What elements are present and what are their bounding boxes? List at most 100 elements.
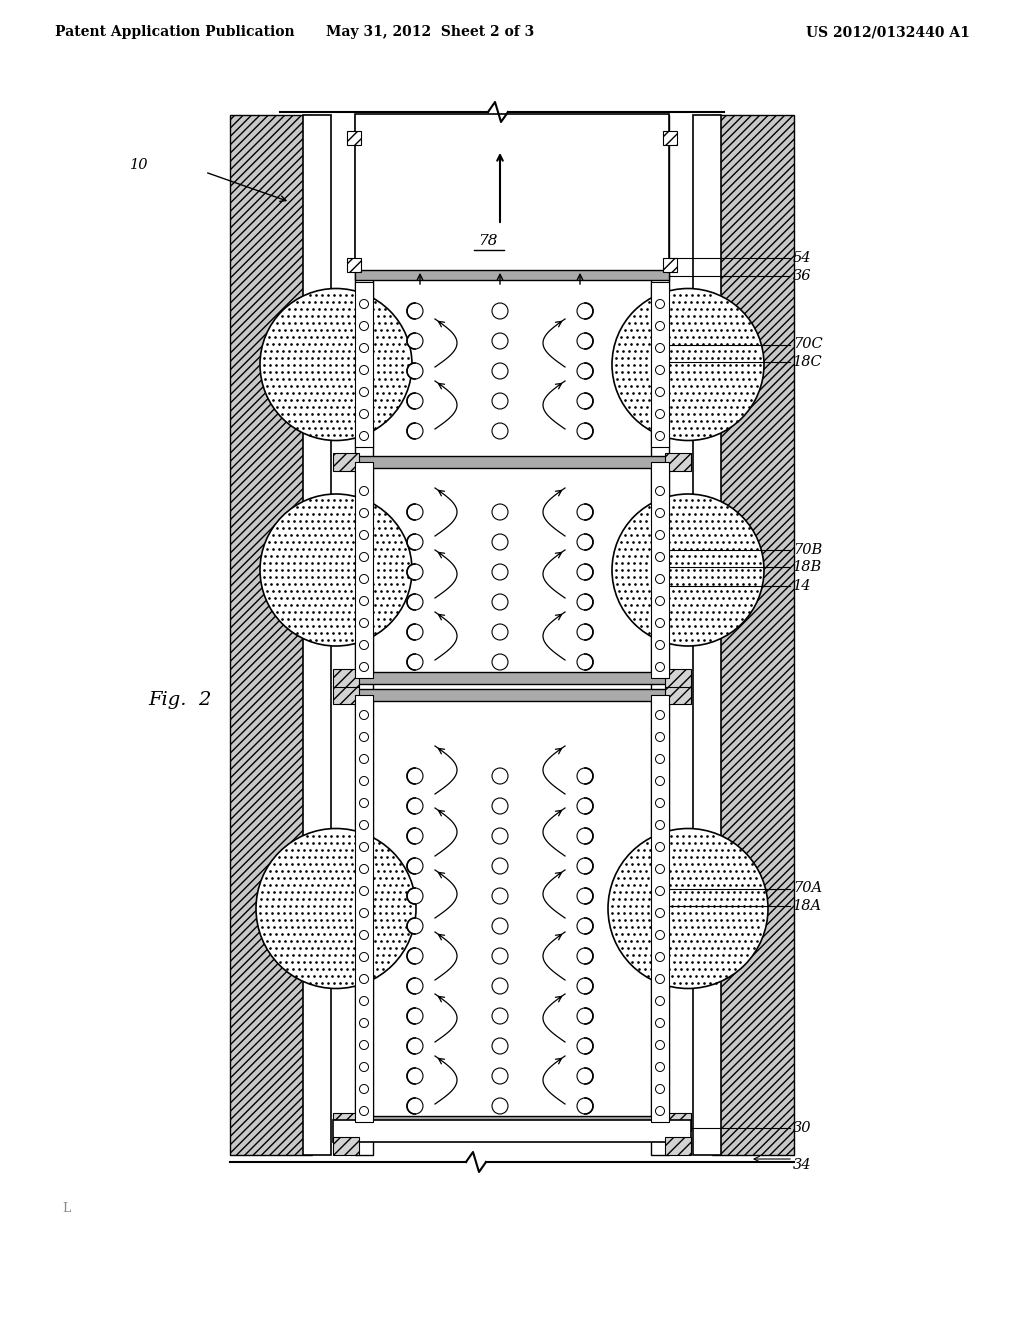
Circle shape <box>655 887 665 895</box>
Bar <box>651 282 669 447</box>
Circle shape <box>655 322 665 330</box>
Circle shape <box>407 422 423 440</box>
Circle shape <box>407 799 423 814</box>
Circle shape <box>612 494 764 645</box>
Circle shape <box>407 768 423 784</box>
Circle shape <box>577 978 593 994</box>
Circle shape <box>577 624 593 640</box>
Circle shape <box>655 663 665 672</box>
Bar <box>651 115 669 1155</box>
Circle shape <box>359 821 369 829</box>
Circle shape <box>359 508 369 517</box>
Circle shape <box>492 978 508 994</box>
Circle shape <box>359 887 369 895</box>
Text: US 2012/0132440 A1: US 2012/0132440 A1 <box>806 25 970 40</box>
Circle shape <box>359 842 369 851</box>
Circle shape <box>577 1098 593 1114</box>
Circle shape <box>407 363 423 379</box>
Text: May 31, 2012  Sheet 2 of 3: May 31, 2012 Sheet 2 of 3 <box>326 25 535 40</box>
Circle shape <box>407 978 423 994</box>
Circle shape <box>407 828 423 843</box>
Circle shape <box>577 594 593 610</box>
Circle shape <box>492 768 508 784</box>
Bar <box>355 696 373 1122</box>
Circle shape <box>655 487 665 495</box>
Circle shape <box>359 1019 369 1027</box>
Circle shape <box>359 366 369 375</box>
Circle shape <box>655 953 665 961</box>
Circle shape <box>359 799 369 808</box>
Circle shape <box>492 594 508 610</box>
Text: 10: 10 <box>130 158 148 172</box>
Circle shape <box>577 422 593 440</box>
Circle shape <box>655 710 665 719</box>
Circle shape <box>359 1085 369 1093</box>
Circle shape <box>655 821 665 829</box>
Bar <box>333 669 359 686</box>
Circle shape <box>577 1008 593 1024</box>
Circle shape <box>407 504 423 520</box>
Bar <box>651 696 669 1122</box>
Circle shape <box>655 997 665 1006</box>
Bar <box>355 114 669 272</box>
Circle shape <box>359 755 369 763</box>
Circle shape <box>407 624 423 640</box>
Circle shape <box>359 409 369 418</box>
Bar <box>355 462 373 678</box>
Circle shape <box>359 1040 369 1049</box>
Circle shape <box>655 931 665 940</box>
Circle shape <box>655 776 665 785</box>
Circle shape <box>407 1098 423 1114</box>
Circle shape <box>655 1106 665 1115</box>
Circle shape <box>359 908 369 917</box>
Bar <box>333 1137 359 1155</box>
Bar <box>333 453 359 471</box>
Circle shape <box>655 755 665 763</box>
Circle shape <box>577 799 593 814</box>
Circle shape <box>492 1098 508 1114</box>
Circle shape <box>492 535 508 550</box>
Circle shape <box>577 858 593 874</box>
Bar <box>355 689 669 701</box>
Circle shape <box>655 974 665 983</box>
Text: 70B: 70B <box>793 543 822 557</box>
Bar <box>333 686 359 704</box>
Circle shape <box>359 300 369 309</box>
Circle shape <box>407 564 423 579</box>
Circle shape <box>577 363 593 379</box>
Circle shape <box>359 322 369 330</box>
Text: 70A: 70A <box>793 882 822 895</box>
Text: 78: 78 <box>478 234 498 248</box>
Circle shape <box>359 776 369 785</box>
Circle shape <box>655 1085 665 1093</box>
Circle shape <box>492 333 508 348</box>
Circle shape <box>407 393 423 409</box>
Circle shape <box>359 663 369 672</box>
Text: Fig.  2: Fig. 2 <box>148 690 211 709</box>
Circle shape <box>577 948 593 964</box>
Circle shape <box>577 393 593 409</box>
Circle shape <box>492 888 508 904</box>
Circle shape <box>407 1038 423 1053</box>
Bar <box>665 686 691 704</box>
Circle shape <box>655 409 665 418</box>
Circle shape <box>359 574 369 583</box>
Circle shape <box>492 422 508 440</box>
Text: 14: 14 <box>793 579 811 593</box>
Text: L: L <box>62 1203 71 1214</box>
Circle shape <box>577 917 593 935</box>
Circle shape <box>655 1063 665 1072</box>
Circle shape <box>577 504 593 520</box>
Circle shape <box>577 1038 593 1053</box>
Bar <box>665 669 691 686</box>
Bar <box>303 115 331 1155</box>
Circle shape <box>655 432 665 441</box>
Circle shape <box>359 343 369 352</box>
Circle shape <box>359 531 369 540</box>
Text: 70C: 70C <box>793 338 822 351</box>
Circle shape <box>655 865 665 874</box>
Circle shape <box>655 619 665 627</box>
Circle shape <box>655 574 665 583</box>
Circle shape <box>260 494 412 645</box>
Circle shape <box>492 504 508 520</box>
